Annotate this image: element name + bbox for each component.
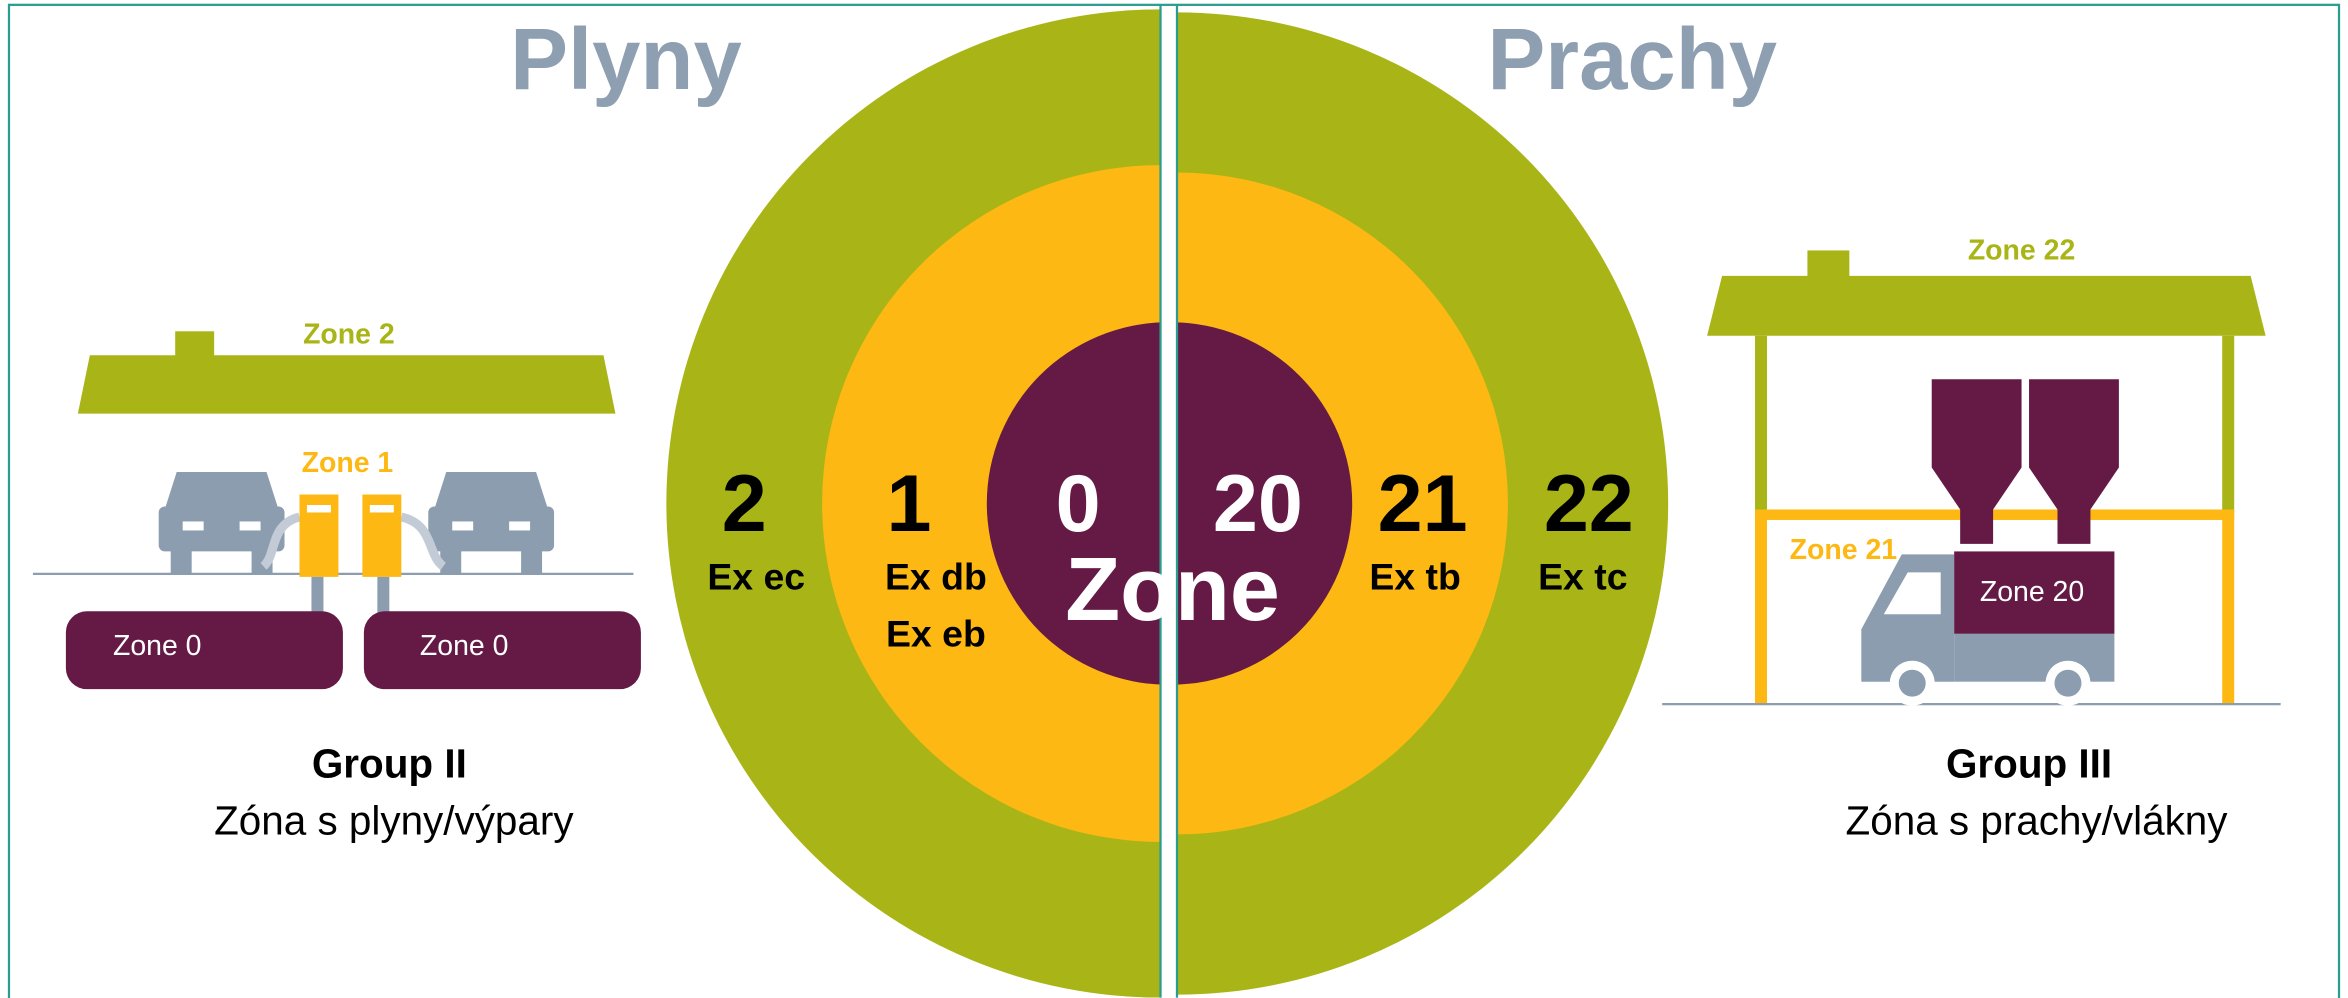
zone-label: Zone 20 — [1980, 576, 2084, 608]
protection: Ex db — [885, 556, 987, 598]
pump-panel — [370, 505, 394, 512]
truck — [1861, 551, 2114, 705]
chimney — [175, 331, 214, 356]
pump-panel — [307, 505, 331, 512]
zone-number: 1 — [886, 459, 931, 549]
zone-number: 0 — [1056, 459, 1101, 549]
dust-facility: Zone 22 Zone 21 Zone 20 — [1662, 234, 2280, 705]
group-title: Group II — [312, 741, 467, 787]
zone-number: 21 — [1378, 459, 1468, 549]
group-description: Zóna s plyny/výpary — [214, 798, 574, 844]
tank — [66, 611, 343, 689]
zone-label: Zone 1 — [302, 447, 394, 479]
diagram: Plyny Prachy 2 Ex ec 1 Ex db Ex eb 0 20 … — [0, 0, 2348, 998]
zone-label: Zone 0 — [113, 630, 202, 662]
pipe — [311, 577, 323, 614]
zone-number: 2 — [722, 459, 767, 549]
post — [1755, 336, 1767, 516]
beam — [1755, 509, 2234, 519]
zone-number: 20 — [1213, 459, 1303, 549]
protection: Ex eb — [886, 613, 986, 655]
title: Plyny — [510, 11, 742, 108]
chimney — [1807, 250, 1849, 277]
zone-label: Zone 2 — [303, 318, 395, 350]
gas-station: Zone 2 Zone 1 Zone 0 Zone 0 — [33, 318, 641, 689]
roof — [1707, 276, 2266, 336]
zone-label: Zone 0 — [420, 630, 509, 662]
post — [2222, 515, 2234, 704]
protection: Ex tb — [1369, 556, 1461, 598]
protection: Ex tc — [1538, 556, 1627, 598]
page: {"left": {"title": "Plyny", "group": "Gr… — [0, 0, 2348, 998]
zone-number: 22 — [1544, 459, 1634, 549]
zone-label: Zone 21 — [1790, 534, 1898, 566]
group-title: Group III — [1946, 741, 2112, 787]
center-label: Zone — [1065, 540, 1280, 640]
post — [1755, 515, 1767, 704]
post — [2222, 336, 2234, 516]
title: Prachy — [1487, 11, 1777, 108]
protection: Ex ec — [707, 556, 805, 598]
car — [428, 472, 554, 574]
roof — [78, 355, 616, 413]
group-description: Zóna s prachy/vlákny — [1846, 798, 2229, 844]
zone-label: Zone 22 — [1968, 234, 2075, 266]
pipe — [377, 577, 389, 614]
